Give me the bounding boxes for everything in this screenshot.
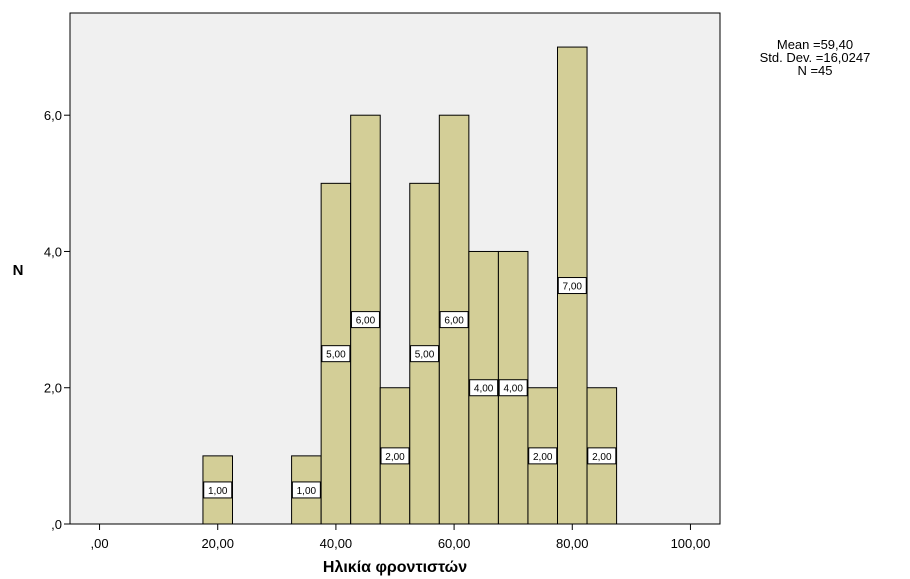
bar-label-box-8 [498,379,528,397]
stat-std-dev: Std. Dev. =16,0247 [759,50,871,65]
y-axis: ,0 2,0 4,0 6,0 [44,108,70,532]
bar-label-box-9 [528,447,558,465]
bar-label-3: 6,00 [356,316,376,327]
y-tick-label-1: 2,0 [44,381,62,396]
bar-label-0: 1,00 [208,486,228,497]
bar-label-box-4 [380,447,410,465]
bar-label-box-0 [203,481,233,499]
bar-label-1: 1,00 [297,486,317,497]
bar-label-10: 7,00 [563,282,583,293]
x-tick-label-1: 20,00 [201,536,234,551]
bar-label-5: 5,00 [415,350,435,361]
x-tick-label-3: 60,00 [438,536,471,551]
bar-labels-group: 1,00 1,00 5,00 6,00 2,00 5,00 6,00 4,00 4,00 2,00… [203,277,617,499]
bar-label-2: 5,00 [326,350,346,361]
bar-label-11: 2,00 [592,452,612,463]
bar-label-box-1 [291,481,321,499]
bar-label-box-6 [439,311,469,329]
stat-n: N =45 [797,63,833,78]
x-tick-label-2: 40,00 [320,536,353,551]
x-axis: ,00 20,00 40,00 60,00 80,00 100,00 [91,524,711,551]
x-tick-label-5: 100,00 [671,536,711,551]
bar-label-box-5 [410,345,440,363]
stat-mean: Mean =59,40 [776,37,854,52]
bar-label-7: 4,00 [474,384,494,395]
bar-label-8: 4,00 [503,384,523,395]
bar-label-box-10 [557,277,587,295]
bar-label-9: 2,00 [533,452,553,463]
bar-label-box-2 [321,345,351,363]
x-tick-label-4: 80,00 [556,536,589,551]
x-tick-label-0: ,00 [91,536,109,551]
bar-label-box-3 [350,311,380,329]
bar-label-4: 2,00 [385,452,405,463]
y-tick-label-0: ,0 [51,517,62,532]
y-tick-label-2: 4,0 [44,244,62,259]
bar-label-box-11 [587,447,617,465]
bar-label-box-7 [469,379,499,397]
summary-statistics: Mean =59,40 Std. Dev. =16,0247 N =45 [730,38,900,77]
y-axis-label: N [13,262,24,279]
bar-label-6: 6,00 [444,316,464,327]
x-axis-label: Ηλικία φροντιστών [323,559,467,576]
y-tick-label-3: 6,0 [44,108,62,123]
